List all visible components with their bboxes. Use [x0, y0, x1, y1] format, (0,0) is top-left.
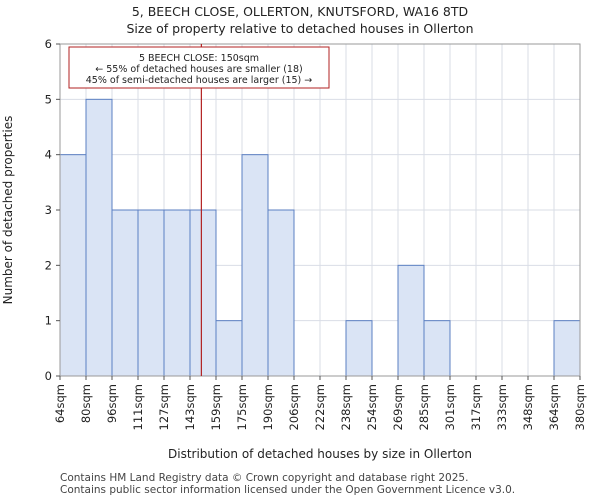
footer-line-2: Contains public sector information licen… [60, 484, 516, 496]
x-tick-label: 285sqm [417, 384, 431, 430]
bars [59, 98, 581, 377]
bar-159sqm [215, 320, 243, 377]
y-tick-label: 2 [45, 258, 52, 272]
bar-175sqm [241, 154, 269, 377]
x-tick-label: 190sqm [261, 384, 275, 430]
bar-143sqm [189, 209, 217, 377]
annotation-line-2: ← 55% of detached houses are smaller (18… [95, 64, 302, 75]
x-tick-label: 206sqm [287, 384, 301, 430]
x-tick-label: 80sqm [79, 384, 93, 423]
x-tick-label: 254sqm [365, 384, 379, 430]
x-tick-label: 222sqm [313, 384, 327, 430]
bar-364sqm [553, 320, 581, 377]
y-tick-label: 5 [45, 92, 52, 106]
y-tick-label: 1 [45, 314, 52, 328]
bar-190sqm [267, 209, 295, 377]
chart-subtitle: Size of property relative to detached ho… [126, 21, 474, 36]
x-tick-label: 301sqm [443, 384, 457, 430]
annotation-line-3: 45% of semi-detached houses are larger (… [86, 75, 313, 86]
x-tick-label: 317sqm [469, 384, 483, 430]
y-tick-label: 4 [45, 148, 52, 162]
x-axis-ticks: 64sqm 80sqm 96sqm 111sqm 127sqm 143sqm 159sqm 1… [53, 376, 587, 430]
annotation-line-1: 5 BEECH CLOSE: 150sqm [139, 53, 259, 64]
footer-line-1: Contains HM Land Registry data © Crown c… [60, 472, 469, 484]
bar-238sqm [345, 320, 373, 377]
y-tick-label: 6 [45, 37, 52, 51]
x-tick-label: 348sqm [521, 384, 535, 430]
x-axis-label: Distribution of detached houses by size … [168, 447, 472, 461]
x-tick-label: 269sqm [391, 384, 405, 430]
bar-269sqm [397, 264, 425, 377]
x-tick-label: 64sqm [53, 384, 67, 423]
y-axis-label: Number of detached properties [1, 116, 15, 305]
x-tick-label: 127sqm [157, 384, 171, 430]
chart-title: 5, BEECH CLOSE, OLLERTON, KNUTSFORD, WA1… [131, 4, 469, 19]
bar-64sqm [59, 154, 87, 377]
x-tick-label: 111sqm [131, 384, 145, 430]
bar-285sqm [423, 320, 451, 377]
x-tick-label: 333sqm [495, 384, 509, 430]
bar-80sqm [85, 98, 113, 377]
x-tick-label: 96sqm [105, 384, 119, 423]
y-tick-label: 3 [45, 203, 52, 217]
x-tick-label: 143sqm [183, 384, 197, 430]
annotation-box: 5 BEECH CLOSE: 150sqm ← 55% of detached … [68, 46, 330, 89]
x-tick-label: 175sqm [235, 384, 249, 430]
bar-111sqm [137, 209, 165, 377]
bar-96sqm [111, 209, 139, 377]
x-tick-label: 238sqm [339, 384, 353, 430]
x-tick-label: 364sqm [547, 384, 561, 430]
bar-127sqm [163, 209, 191, 377]
y-tick-label: 0 [45, 369, 52, 383]
x-tick-label: 159sqm [209, 384, 223, 430]
y-axis-ticks: 0 1 2 3 4 5 6 [45, 37, 60, 383]
x-tick-label: 380sqm [573, 384, 587, 430]
